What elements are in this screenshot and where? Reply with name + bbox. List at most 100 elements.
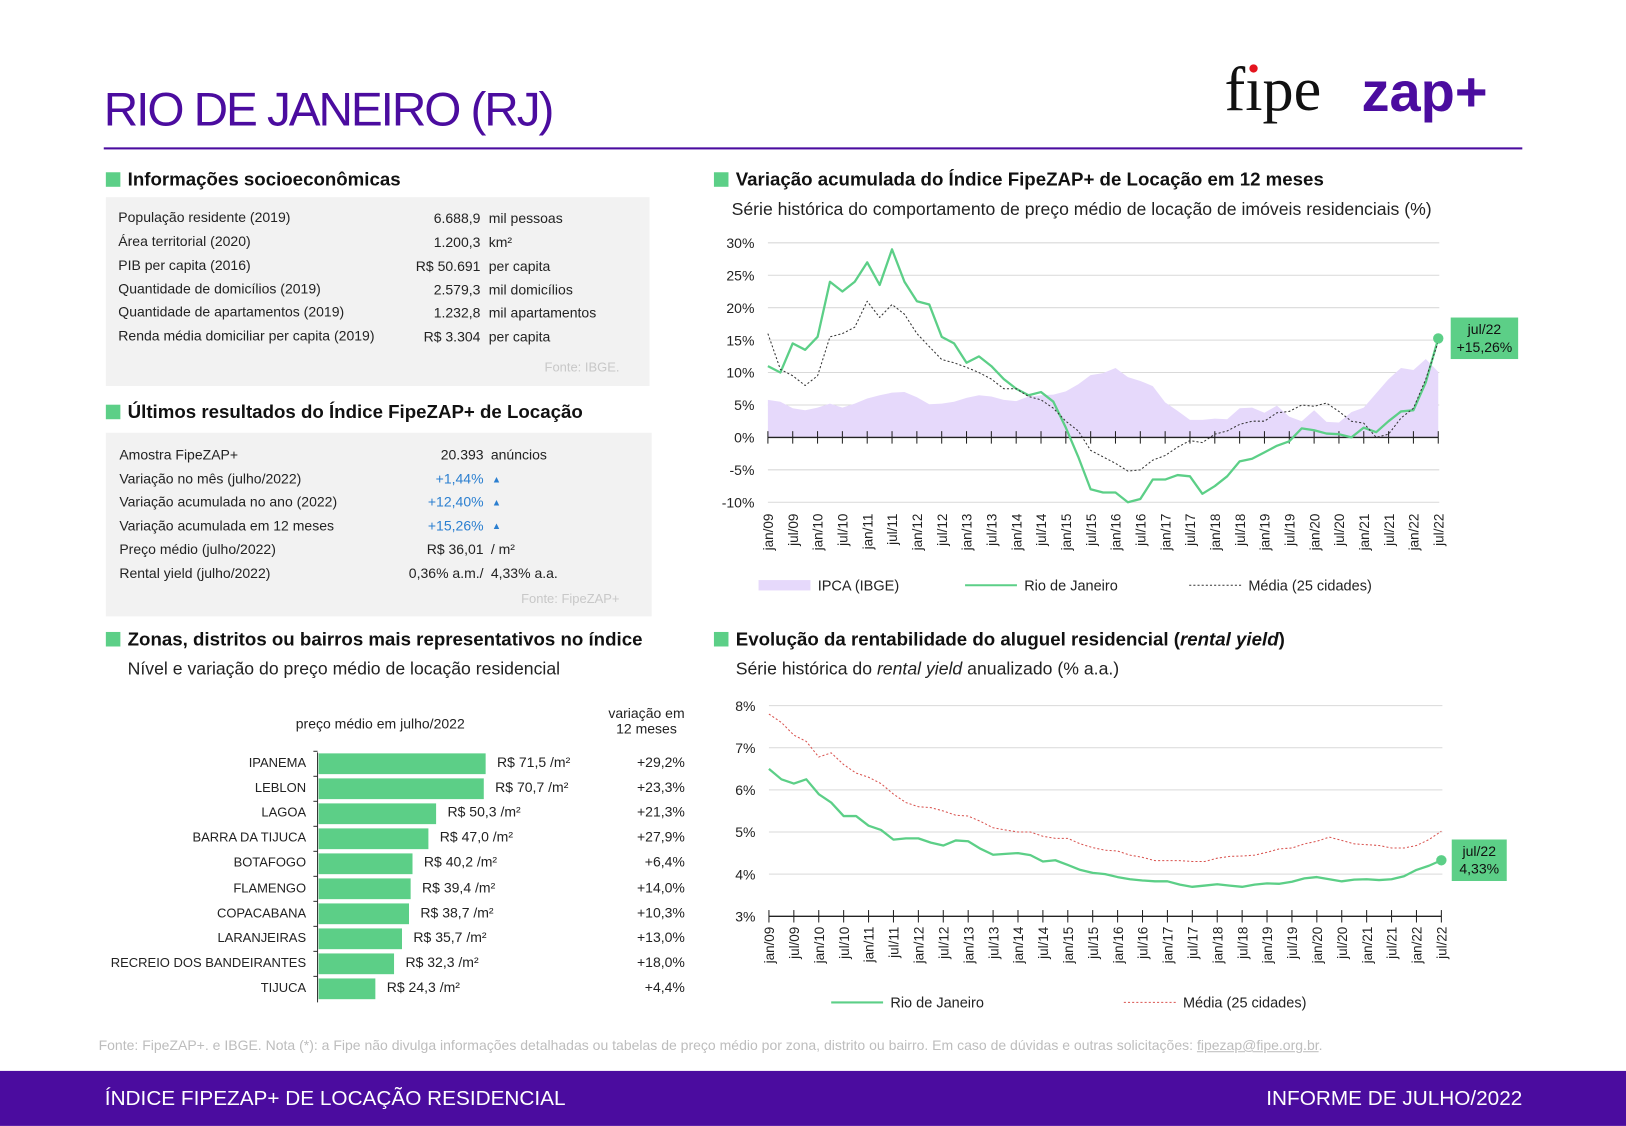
y-tick-label: 5%	[734, 397, 754, 413]
result-row-unit: / m²	[490, 541, 515, 558]
socio-row-value: 1.232,8	[433, 305, 481, 321]
bar-2	[318, 778, 484, 800]
x-tick-label: jan/22	[1407, 514, 1422, 552]
x-tick-label: jul/20	[1335, 927, 1350, 960]
x-tick-label: jul/10	[837, 927, 852, 960]
x-tick-label: jul/09	[787, 927, 802, 960]
results-heading: Últimos resultados do Índice FipeZAP+ de…	[105, 402, 583, 424]
result-row-value: +12,40%	[427, 493, 484, 510]
socio-row-value: 6.688,9	[433, 210, 481, 227]
legend-label: IPCA (IBGE)	[818, 578, 899, 594]
x-tick-label: jul/15	[1084, 514, 1099, 547]
bar-3	[318, 803, 437, 825]
series-line-rio-de-janeiro	[767, 248, 1440, 504]
socio-row-value: R$ 3.304	[423, 328, 481, 345]
footer-right: INFORME DE JULHO/2022	[1266, 1087, 1523, 1111]
bar-category-label: IPANEMA	[248, 755, 307, 770]
zones-subtitle: Nível e variação do preço médio de locaç…	[127, 658, 561, 679]
x-tick-label: jan/13	[961, 927, 976, 965]
endpoint-marker	[1436, 855, 1447, 866]
socio-row-unit: mil apartamentos	[488, 305, 597, 321]
footnote: Fonte: FipeZAP+. e IBGE. Nota (*): a Fip…	[98, 1037, 1323, 1054]
x-tick-label: jan/20	[1307, 514, 1322, 552]
result-row-value: 0,36% a.m./	[408, 565, 484, 582]
contact-email-link[interactable]: fipezap@fipe.org.br	[1196, 1037, 1319, 1054]
socio-row-unit: per capita	[488, 328, 551, 345]
socio-row-label: PIB per capita (2016)	[118, 257, 251, 273]
green-square-icon	[713, 172, 729, 187]
socio-source: Fonte: IBGE.	[544, 360, 620, 375]
x-tick-label: jul/13	[986, 927, 1001, 960]
x-tick-label: jan/18	[1208, 514, 1223, 552]
col-var-header: variação em 12 meses	[608, 705, 685, 737]
x-tick-label: jan/22	[1410, 927, 1425, 965]
x-tick-label: jul/19	[1282, 514, 1297, 547]
x-tick-label: jan/15	[1059, 514, 1074, 552]
bar-8	[318, 928, 402, 950]
bar-variation-label: +6,4%	[644, 854, 685, 870]
y-tick-label: 20%	[726, 300, 754, 316]
x-tick-label: jan/14	[1011, 926, 1026, 964]
col-price-header: preço médio em julho/2022	[295, 716, 465, 732]
fipezap-logo: fıpe zap+	[1224, 54, 1488, 124]
x-tick-label: jan/10	[812, 927, 827, 965]
bar-category-label: LAGOA	[261, 805, 307, 820]
socio-row-label: População residente (2019)	[118, 209, 291, 226]
series-line-rio-de-janeiro	[768, 767, 1442, 888]
bar-value-label: R$ 50,3 /m²	[447, 804, 521, 820]
bar-value-label: R$ 71,5 /m²	[497, 754, 571, 770]
x-tick-label: jul/14	[1034, 513, 1049, 547]
result-row-label: Variação acumulada no ano (2022)	[119, 493, 338, 510]
y-tick-label: 30%	[726, 235, 754, 251]
x-tick-label: jul/21	[1385, 927, 1400, 960]
rent-callout: jul/22 +15,26%	[1450, 317, 1519, 360]
bar-category-label: BARRA DA TIJUCA	[192, 830, 307, 845]
bar-value-label: R$ 32,3 /m²	[405, 954, 479, 971]
x-tick-label: jan/18	[1210, 927, 1225, 965]
x-tick-label: jul/14	[1036, 926, 1051, 960]
x-tick-label: jan/19	[1260, 927, 1275, 965]
socio-row-value: 2.579,3	[433, 282, 481, 298]
bar-value-label: R$ 35,7 /m²	[413, 929, 487, 946]
socio-row-value: R$ 50.691	[415, 258, 481, 274]
results-source: Fonte: FipeZAP+	[521, 591, 620, 607]
bar-category-label: LEBLON	[254, 780, 307, 795]
socio-heading: Informações socioeconômicas	[105, 169, 401, 191]
x-tick-label: jan/16	[1109, 514, 1124, 552]
x-tick-label: jan/09	[762, 927, 777, 965]
bar-category-label: FLAMENGO	[233, 880, 307, 896]
result-row-value: R$ 36,01	[426, 541, 484, 558]
bar-5	[318, 853, 413, 875]
x-tick-label: jan/12	[910, 514, 925, 552]
green-square-icon	[105, 404, 121, 420]
y-tick-label: 15%	[726, 332, 754, 348]
rent-chart-subtitle: Série histórica do comportamento de preç…	[731, 199, 1432, 219]
x-tick-label: jan/13	[960, 514, 975, 552]
bar-10	[318, 978, 376, 1000]
bar-9	[318, 953, 395, 975]
socio-row-label: Quantidade de apartamentos (2019)	[118, 304, 345, 320]
x-tick-label: jan/11	[862, 927, 877, 964]
y-tick-label: 6%	[735, 782, 755, 798]
bar-category-label: TIJUCA	[260, 980, 307, 996]
bar-1	[318, 753, 486, 775]
page-title: RIO DE JANEIRO (RJ)	[103, 81, 555, 136]
bar-7	[318, 903, 410, 925]
legend-label: Média (25 cidades)	[1248, 578, 1371, 594]
bar-variation-label: +14,0%	[636, 879, 685, 896]
x-tick-label: jul/12	[935, 514, 950, 547]
result-row-value: 20.393	[440, 447, 484, 463]
x-tick-label: jan/20	[1310, 927, 1325, 965]
legend-swatch-area	[758, 580, 811, 591]
bar-variation-label: +21,3%	[636, 804, 685, 820]
bar-value-label: R$ 39,4 /m²	[422, 879, 496, 896]
x-tick-label: jan/09	[761, 514, 776, 552]
y-tick-label: 7%	[735, 740, 755, 756]
bar-variation-label: +4,4%	[644, 979, 685, 996]
result-row-label: Preço médio (julho/2022)	[119, 541, 276, 558]
x-tick-label: jul/17	[1186, 927, 1201, 960]
y-tick-label: 8%	[735, 698, 755, 714]
bar-value-label: R$ 40,2 /m²	[423, 854, 498, 870]
x-tick-label: jul/18	[1233, 514, 1248, 547]
